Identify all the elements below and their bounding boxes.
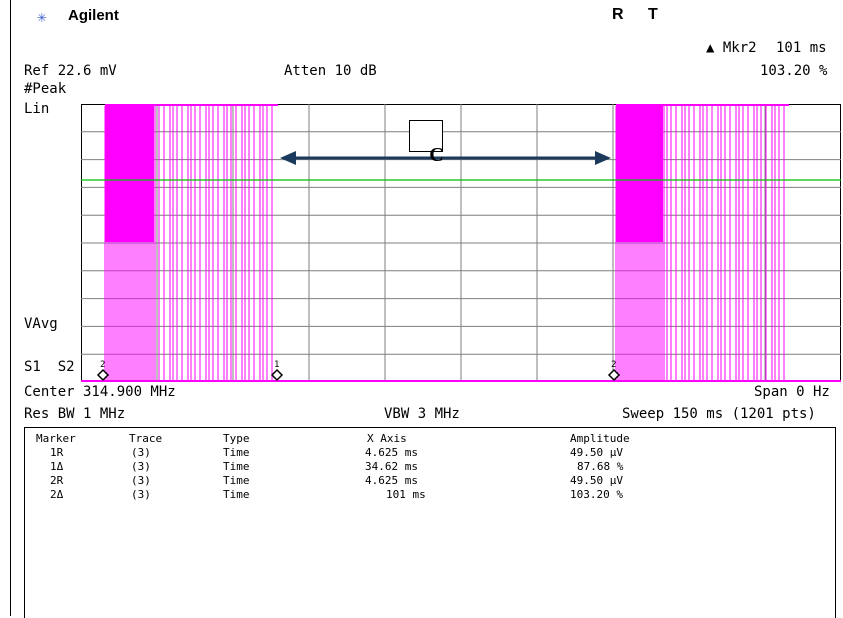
marker-table: Marker Trace Type X Axis Amplitude 1R (3…: [24, 427, 836, 618]
cell-amplitude: 49.50 µV: [570, 446, 623, 459]
annotation-label: C: [429, 144, 444, 166]
marker-diamond: [270, 368, 284, 382]
scale-type: Lin: [24, 101, 50, 117]
arrow-head-right: [595, 151, 611, 165]
marker-diamond: [607, 368, 621, 382]
marker-time: 101 ms: [776, 40, 827, 56]
cell-type: Time: [223, 488, 250, 501]
cell-x-axis: 101 ms: [386, 488, 426, 501]
table-header: Marker Trace Type X Axis Amplitude: [25, 432, 835, 446]
cell-x-axis: 4.625 ms: [365, 446, 418, 459]
attenuation: Atten 10 dB: [284, 63, 377, 79]
status-t: T: [648, 6, 658, 23]
cell-trace: (3): [131, 446, 151, 459]
status-r: R: [612, 6, 624, 23]
marker-number: 1: [274, 360, 279, 370]
marker-label: ▲ Mkr2: [706, 40, 757, 56]
res-bw: Res BW 1 MHz: [24, 406, 126, 422]
cell-x-axis: 4.625 ms: [365, 474, 418, 487]
cell-type: Time: [223, 446, 250, 459]
table-row: 2R (3) Time 4.625 ms 49.50 µV: [25, 474, 835, 488]
analyzer-screen: [10, 0, 843, 616]
cell-trace: (3): [131, 488, 151, 501]
arrow-head-left: [280, 151, 296, 165]
header-amplitude: Amplitude: [570, 432, 630, 445]
header-x-axis: X Axis: [367, 432, 407, 445]
table-row: 1R (3) Time 4.625 ms 49.50 µV: [25, 446, 835, 460]
cell-x-axis: 34.62 ms: [365, 460, 418, 473]
cell-amplitude: 49.50 µV: [570, 474, 623, 487]
cell-marker: 1R: [50, 446, 64, 459]
brand-name: Agilent: [68, 7, 119, 24]
cell-amplitude: 103.20 %: [570, 488, 623, 501]
vbw: VBW 3 MHz: [384, 406, 460, 422]
marker-diamond: [96, 368, 110, 382]
header-type: Type: [223, 432, 250, 445]
vavg-label: VAvg: [24, 316, 58, 332]
cell-amplitude: 87.68 %: [577, 460, 624, 473]
cell-marker: 2R: [50, 474, 64, 487]
cell-marker: 1Δ: [50, 460, 64, 473]
annotation-box: C: [409, 120, 444, 166]
center-frequency: Center 314.900 MHz: [24, 384, 176, 400]
marker-number: 2: [611, 360, 616, 370]
sweep: Sweep 150 ms (1201 pts): [622, 406, 816, 422]
header-trace: Trace: [129, 432, 163, 445]
marker-diamonds: 2 1 2: [96, 360, 621, 382]
table-row: 2Δ (3) Time 101 ms 103.20 %: [25, 488, 835, 502]
agilent-spark-icon: ✳: [37, 7, 47, 26]
detector-mode: #Peak: [24, 81, 67, 97]
duration-arrow: [280, 151, 611, 165]
s1-s2-label: S1 S2: [24, 359, 75, 375]
cell-trace: (3): [131, 474, 151, 487]
graticule: [81, 104, 841, 382]
cell-type: Time: [223, 460, 250, 473]
table-row: 1Δ (3) Time 34.62 ms 87.68 %: [25, 460, 835, 474]
span: Span 0 Hz: [754, 384, 830, 400]
ref-level: Ref 22.6 mV: [24, 63, 117, 79]
pulse-trace: [81, 104, 841, 382]
cell-marker: 2Δ: [50, 488, 64, 501]
trace-plot: 2 1 2: [81, 104, 841, 382]
cell-type: Time: [223, 474, 250, 487]
marker-number: 2: [100, 360, 105, 370]
marker-value: 103.20 %: [760, 63, 828, 79]
header-marker: Marker: [36, 432, 76, 445]
cell-trace: (3): [131, 460, 151, 473]
